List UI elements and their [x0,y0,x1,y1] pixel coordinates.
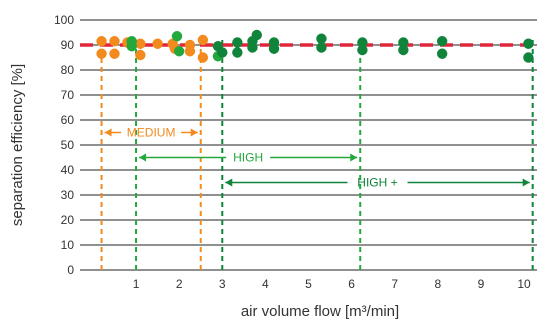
x-tick-label-1: 1 [133,277,140,291]
data-point-0-3 [109,48,120,59]
range-arrowhead-left-0 [104,128,112,137]
x-tick-label-10: 10 [517,277,531,291]
data-point-2-9 [316,33,327,44]
y-tick-label-0: 0 [67,263,74,277]
y-tick-label-70: 70 [61,88,75,102]
data-point-2-17 [523,38,534,49]
data-point-2-2 [232,37,243,48]
data-point-0-12 [197,34,209,46]
data-point-2-1 [217,47,228,58]
data-point-0-2 [109,36,120,47]
data-point-0-13 [197,52,209,63]
range-arrowhead-left-2 [225,178,233,187]
x-tick-label-4: 4 [262,277,269,291]
data-point-2-12 [357,44,368,56]
y-tick-label-80: 80 [61,63,75,77]
y-tick-label-20: 20 [61,213,75,227]
data-point-2-13 [398,37,409,48]
range-label-0: MEDIUM [127,126,176,140]
range-label-2: HIGH + [357,176,397,190]
range-arrowhead-right-2 [522,178,530,187]
data-point-2-14 [398,44,409,56]
y-tick-label-100: 100 [54,13,74,27]
data-point-2-11 [357,37,368,48]
data-point-2-18 [523,52,534,63]
data-point-0-6 [135,49,146,61]
data-point-2-16 [436,48,448,59]
y-tick-label-40: 40 [61,163,75,177]
x-tick-label-9: 9 [478,277,485,291]
data-point-0-5 [135,38,146,49]
data-point-1-3 [173,46,185,57]
range-annotations: MEDIUM HIGH HIGH + [104,126,530,190]
range-arrowhead-right-0 [190,128,198,137]
grid-lines [80,19,537,271]
x-tick-label-3: 3 [219,277,226,291]
range-arrowhead-right-1 [350,153,358,162]
range-marker-lines [100,40,534,270]
x-tick-label-7: 7 [391,277,398,291]
x-tick-label-5: 5 [305,277,312,291]
y-tick-label-30: 30 [61,188,75,202]
x-axis-label: air volume flow [m³/min] [241,303,399,320]
y-tick-label-60: 60 [61,113,75,127]
data-point-2-8 [268,43,280,54]
y-axis-label: separation efficiency [%] [9,64,26,226]
x-tick-label-8: 8 [434,277,441,291]
data-point-1-2 [171,31,183,42]
data-point-0-7 [152,38,163,49]
data-points [96,29,534,63]
y-tick-label-90: 90 [61,38,75,52]
data-point-2-15 [436,36,448,47]
data-point-0-11 [184,46,196,57]
x-tick-label-2: 2 [176,277,183,291]
data-point-2-3 [232,47,243,58]
data-point-2-10 [316,42,327,53]
data-point-0-0 [96,36,107,47]
data-point-0-1 [96,48,107,59]
range-arrowhead-left-1 [139,153,147,162]
y-tick-label-10: 10 [61,238,75,252]
data-point-2-6 [251,29,262,41]
data-point-2-5 [247,42,258,53]
data-point-1-1 [126,41,137,52]
y-tick-label-50: 50 [61,138,75,152]
x-tick-label-6: 6 [348,277,355,291]
tick-labels: 0 10 20 30 40 50 60 70 80 90 100 1 2 3 4 5 6 7 8 9 10 [54,13,531,291]
range-label-1: HIGH [233,151,263,165]
